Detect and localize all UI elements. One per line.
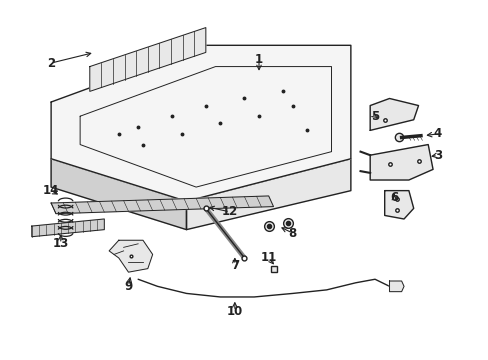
Polygon shape: [384, 191, 413, 219]
Text: 6: 6: [389, 191, 398, 204]
Polygon shape: [389, 281, 403, 292]
Text: 10: 10: [226, 305, 243, 318]
Polygon shape: [51, 159, 186, 230]
Text: 5: 5: [370, 110, 378, 123]
Text: 9: 9: [124, 280, 132, 293]
Text: 11: 11: [260, 252, 276, 265]
Text: 7: 7: [230, 258, 239, 271]
Text: 4: 4: [433, 127, 441, 140]
Polygon shape: [369, 145, 432, 180]
Text: 12: 12: [222, 206, 238, 219]
Polygon shape: [369, 99, 418, 130]
Polygon shape: [51, 196, 273, 214]
Text: 1: 1: [254, 53, 263, 66]
Polygon shape: [32, 219, 104, 237]
Text: 13: 13: [53, 237, 69, 250]
Polygon shape: [90, 28, 205, 91]
Text: 2: 2: [47, 57, 55, 69]
Text: 14: 14: [43, 184, 59, 197]
Polygon shape: [51, 45, 350, 201]
Text: 3: 3: [433, 149, 441, 162]
Polygon shape: [186, 159, 350, 230]
Polygon shape: [109, 240, 152, 272]
Text: 8: 8: [288, 227, 296, 240]
